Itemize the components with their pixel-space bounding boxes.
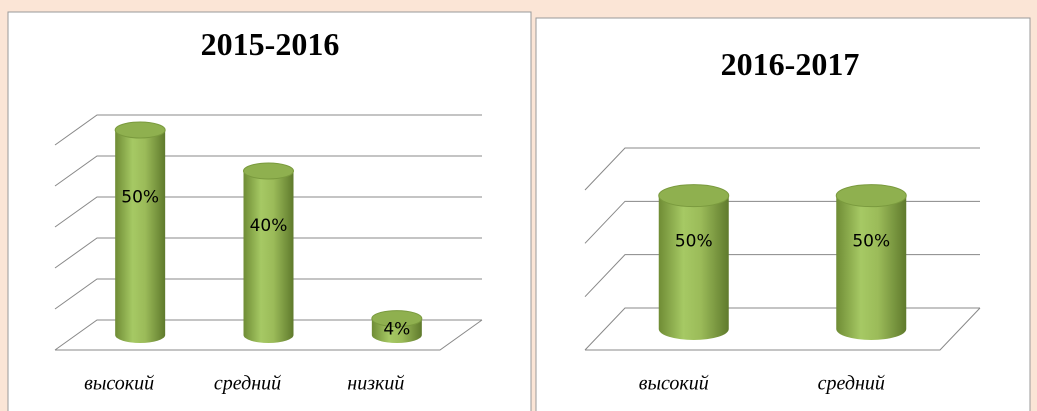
floor-edge <box>55 319 483 351</box>
chart-title: 2015-2016 <box>201 26 340 62</box>
grid-line <box>54 155 482 187</box>
bar-top <box>835 184 907 208</box>
bar <box>243 171 294 343</box>
x-tick-label: высокий <box>639 373 709 395</box>
bar <box>836 195 907 340</box>
x-tick-label: средний <box>214 373 281 395</box>
bar-top <box>114 121 166 139</box>
value-label: 4% <box>383 320 410 340</box>
bar-top <box>658 184 730 208</box>
grid-line <box>54 237 482 269</box>
grid-line <box>54 278 482 310</box>
grid-line <box>54 114 482 146</box>
x-tick-label: низкий <box>347 373 404 395</box>
value-label: 50% <box>852 232 890 252</box>
bar <box>115 130 166 343</box>
floor-edge <box>585 307 981 351</box>
grid-line <box>54 319 482 351</box>
value-label: 40% <box>250 216 288 236</box>
bar-top <box>371 310 423 328</box>
chart-title: 2016-2017 <box>721 46 860 82</box>
chart-panel <box>535 17 1031 411</box>
x-tick-label: средний <box>818 373 885 395</box>
bar <box>658 195 729 340</box>
value-label: 50% <box>675 232 713 252</box>
grid-line <box>54 196 482 228</box>
grid-line <box>584 147 980 191</box>
x-tick-label: высокий <box>84 373 154 395</box>
value-label: 50% <box>121 188 159 208</box>
bar-top <box>243 162 294 180</box>
